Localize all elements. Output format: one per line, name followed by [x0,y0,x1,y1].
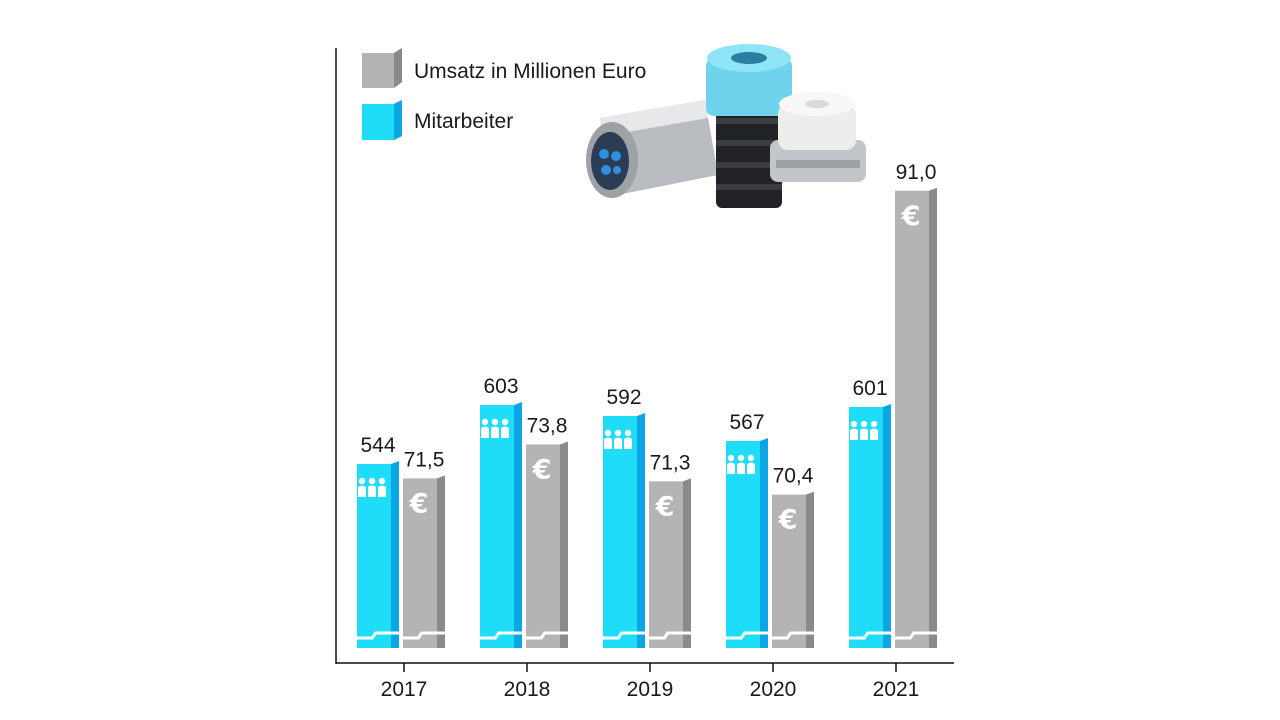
euro-icon: € [532,454,552,485]
legend-item-mitarbeiter: Mitarbeiter [362,100,513,140]
svg-text:€: € [901,201,921,232]
axis-break-mark [895,631,937,640]
bar-umsatz-2021: €91,0 [895,161,937,648]
bar-mitarbeiter-2018-face [480,405,514,648]
value-label-mitarbeiter-2020: 567 [729,411,764,434]
cable-gland-blue-image [706,44,792,208]
bar-umsatz-2018: €73,8 [526,414,568,648]
bar-umsatz-2017: €71,5 [403,448,445,648]
axis-break-mark [603,631,645,640]
people-icon [358,477,386,497]
axis-break-mark [726,631,768,640]
bar-mitarbeiter-2019-side [637,413,645,648]
value-label-umsatz-2020: 70,4 [773,465,814,488]
bar-mitarbeiter-2021-side [883,404,891,648]
bar-umsatz-2020-face [772,494,806,648]
bars-layer: 544 €71,5 603 €73,8 592 €71,3 567 €70,4 601 €91,0 [357,161,937,648]
legend-label-umsatz: Umsatz in Millionen Euro [414,60,646,83]
legend-swatch-umsatz [362,48,402,88]
bar-mitarbeiter-2020: 567 [726,411,768,648]
bar-mitarbeiter-2021-face [849,407,883,648]
euro-icon: € [778,505,798,536]
value-label-mitarbeiter-2019: 592 [606,386,641,409]
axis-break-mark [526,631,568,640]
axis-break-mark [649,631,691,640]
axis-break-mark [772,631,814,640]
svg-text:€: € [532,454,552,485]
cable-gland-white-image [770,92,866,182]
legend-swatch-side [394,48,402,88]
value-label-mitarbeiter-2018: 603 [483,375,518,398]
bar-mitarbeiter-2020-side [760,438,768,648]
value-label-umsatz-2018: 73,8 [527,414,568,437]
bar-umsatz-2019-face [649,481,683,648]
x-tick-label-2019: 2019 [627,678,674,701]
svg-text:€: € [655,491,675,522]
axis-break-mark [849,631,891,640]
bar-umsatz-2020-side [806,491,814,648]
bar-umsatz-2017-side [437,475,445,648]
legend-item-umsatz: Umsatz in Millionen Euro [362,48,646,88]
people-icon [604,429,632,449]
bar-umsatz-2017-face [403,478,437,648]
bar-umsatz-2021-face [895,190,929,648]
value-label-mitarbeiter-2021: 601 [852,377,887,400]
bar-mitarbeiter-2020-face [726,441,760,648]
svg-text:€: € [409,488,429,519]
bar-umsatz-2019: €71,3 [649,451,691,648]
legend-swatch-mitarbeiter [362,100,402,140]
euro-icon: € [901,201,921,232]
bar-umsatz-2018-face [526,444,560,648]
value-label-mitarbeiter-2017: 544 [360,434,395,457]
x-tick-label-2020: 2020 [750,678,797,701]
bar-mitarbeiter-2018: 603 [480,375,522,648]
legend: Umsatz in Millionen Euro Mitarbeiter [362,48,646,140]
connector-plug-image [586,100,718,198]
product-photo [586,44,866,208]
bar-umsatz-2021-side [929,187,937,648]
bar-mitarbeiter-2018-side [514,402,522,648]
x-axis-ticks: 2017 2018 2019 2020 2021 [381,663,920,701]
bar-umsatz-2018-side [560,441,568,648]
euro-icon: € [409,488,429,519]
value-label-umsatz-2019: 71,3 [650,451,691,474]
legend-swatch-side [394,100,402,140]
bar-mitarbeiter-2021: 601 [849,377,891,648]
axis-break-mark [480,631,522,640]
euro-icon: € [655,491,675,522]
x-tick-label-2021: 2021 [873,678,920,701]
bar-umsatz-2019-side [683,478,691,648]
svg-text:€: € [778,505,798,536]
bar-mitarbeiter-2017: 544 [357,434,399,648]
x-tick-label-2017: 2017 [381,678,428,701]
axis-break-mark [403,631,445,640]
bar-umsatz-2020: €70,4 [772,465,814,648]
axis-break-mark [357,631,399,640]
people-icon [850,420,878,440]
bar-mitarbeiter-2019-face [603,416,637,648]
bar-mitarbeiter-2017-side [391,461,399,648]
people-icon [481,418,509,438]
legend-label-mitarbeiter: Mitarbeiter [414,110,513,133]
bar-mitarbeiter-2019: 592 [603,386,645,648]
value-label-umsatz-2017: 71,5 [404,448,445,471]
people-icon [727,454,755,474]
x-tick-label-2018: 2018 [504,678,551,701]
value-label-umsatz-2021: 91,0 [896,161,937,184]
